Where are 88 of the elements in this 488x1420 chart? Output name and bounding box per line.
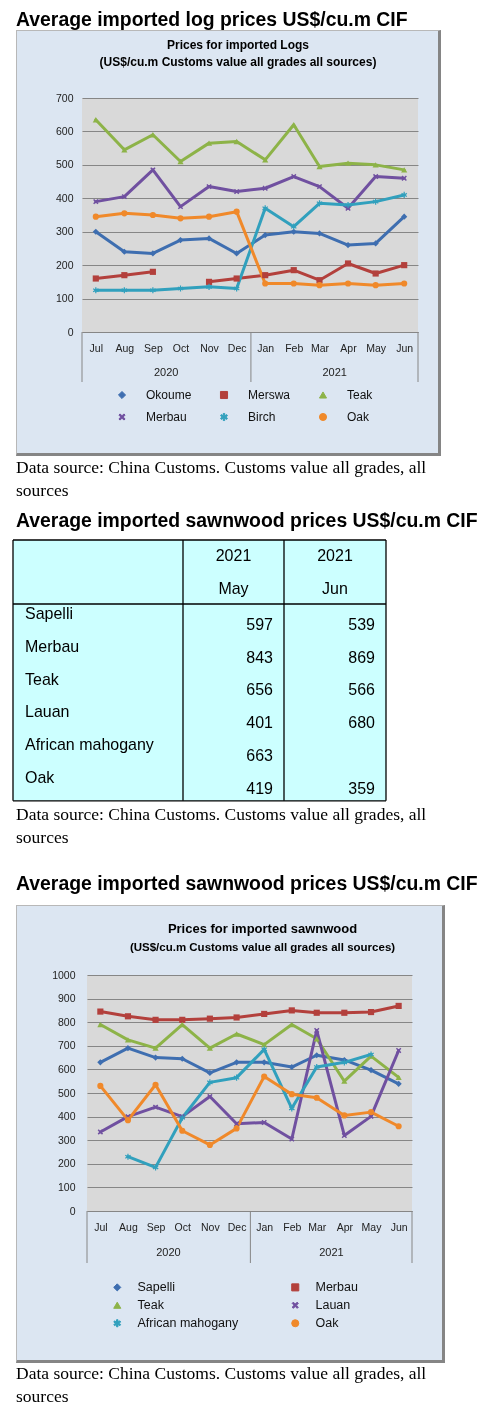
legend-label: Lauan — [315, 1298, 351, 1313]
text: 2021 — [322, 366, 347, 378]
x-tick-label: Apr — [340, 341, 358, 354]
x-tick-label: Jul — [94, 1220, 108, 1233]
x-tick-label: Jun — [396, 341, 414, 354]
y-tick-label: 0 — [67, 325, 74, 338]
legend-label: Oak — [315, 1316, 340, 1331]
x-tick-label: Dec — [227, 341, 247, 354]
x-tick-label: Mar — [310, 341, 330, 354]
y-tick-label: 100 — [57, 1180, 76, 1193]
x-tick-label: 2021 May — [215, 547, 252, 597]
x-tick-label: Feb — [283, 1220, 302, 1233]
legend-label: Oak — [347, 410, 371, 424]
x-tick-label: Jun — [390, 1220, 408, 1233]
text: 2020 — [153, 366, 179, 378]
data-label: 359 — [348, 779, 376, 797]
legend-label: Sapelli — [137, 1280, 176, 1295]
x-tick-label: Nov — [201, 1220, 221, 1233]
legend-label: Teak — [137, 1298, 165, 1313]
data-label: 597 — [246, 615, 274, 633]
x-tick-label: Sep — [144, 341, 163, 354]
legend-label: Birch — [248, 410, 276, 424]
x-tick-label: Dec — [227, 1220, 247, 1233]
y-tick-label: 300 — [55, 225, 74, 238]
y-tick-label: 400 — [55, 191, 74, 204]
chart-title: Average imported sawnwood prices US$/cu.m CIF — [16, 509, 478, 531]
chart-subtitle: Prices for imported sawnwood — [167, 920, 358, 936]
x-tick-label: Mar — [308, 1220, 327, 1233]
x-tick-label: Jul — [89, 341, 104, 354]
data-label: 401 — [246, 714, 274, 732]
x-tick-label: Nov — [200, 341, 220, 354]
x-tick-label: Sep — [146, 1220, 166, 1233]
x-tick-label: Feb — [285, 341, 304, 354]
y-tick-label: Teak — [25, 670, 60, 688]
data-label: 680 — [348, 714, 376, 732]
y-tick-label: 0 — [69, 1204, 76, 1217]
y-tick-label: 800 — [57, 1015, 76, 1028]
y-tick-label: 600 — [55, 124, 74, 137]
legend-label: Merbau — [315, 1280, 358, 1295]
data-label: 843 — [246, 648, 274, 666]
legend-label: African mahogany — [137, 1316, 239, 1331]
source-note: Data source: China Customs. Customs value all grades, all sources — [16, 803, 428, 848]
x-tick-label: Aug — [119, 1220, 138, 1233]
text: (US$/cu.m Customs value all grades all sources) — [129, 940, 396, 953]
x-tick-label: Jan — [256, 1220, 274, 1233]
data-label: 539 — [348, 615, 376, 633]
text: 2021 — [319, 1246, 344, 1258]
y-tick-label: 700 — [55, 91, 74, 104]
y-tick-label: 300 — [57, 1133, 76, 1146]
y-tick-label: Lauan — [25, 703, 70, 721]
legend-label: Okoume — [146, 388, 192, 402]
y-tick-label: 500 — [55, 158, 74, 171]
y-tick-label: 1000 — [52, 968, 76, 981]
y-tick-label: Merbau — [25, 637, 80, 655]
data-label: 656 — [246, 681, 274, 699]
y-tick-label: 200 — [55, 258, 74, 271]
y-tick-label: 200 — [57, 1157, 76, 1170]
data-label: 663 — [246, 747, 274, 764]
x-tick-label: May — [361, 1220, 383, 1233]
source-note: Data source: China Customs. Customs value all grades, all sources — [16, 1362, 428, 1407]
y-tick-label: Sapelli — [25, 605, 73, 622]
text: (US$/cu.m Customs value all grades all sources) — [99, 55, 377, 69]
chart-title: Average imported log prices US$/cu.m CIF — [16, 8, 408, 30]
chart-title: Average imported sawnwood prices US$/cu.m CIF — [16, 872, 478, 894]
x-tick-label: Jan — [257, 341, 275, 354]
y-tick-label: 700 — [57, 1039, 76, 1052]
data-label: 566 — [348, 681, 376, 699]
data-label: 419 — [246, 779, 274, 797]
legend-label: Merbau — [146, 410, 187, 424]
y-tick-label: 400 — [57, 1110, 76, 1123]
x-tick-label: Aug — [115, 341, 135, 354]
y-tick-label: Oak — [25, 769, 56, 786]
y-tick-label: 900 — [57, 992, 76, 1005]
x-tick-label: May — [366, 341, 387, 354]
legend-label: Teak — [347, 388, 374, 402]
y-tick-label: 500 — [57, 1086, 76, 1099]
source-note: Data source: China Customs. Customs value all grades, all sources — [16, 456, 428, 501]
x-tick-label: 2021 Jun — [317, 547, 353, 597]
y-tick-label: African mahogany — [25, 736, 154, 754]
chart-subtitle: Prices for imported Logs — [166, 38, 310, 52]
y-tick-label: 100 — [55, 292, 74, 305]
legend-label: Merswa — [248, 388, 291, 402]
x-tick-label: Apr — [336, 1220, 354, 1233]
x-tick-label: Oct — [172, 341, 190, 354]
y-tick-label: 600 — [57, 1062, 76, 1075]
x-tick-label: Oct — [174, 1220, 192, 1233]
text: 2020 — [156, 1246, 181, 1258]
data-label: 869 — [348, 648, 376, 666]
